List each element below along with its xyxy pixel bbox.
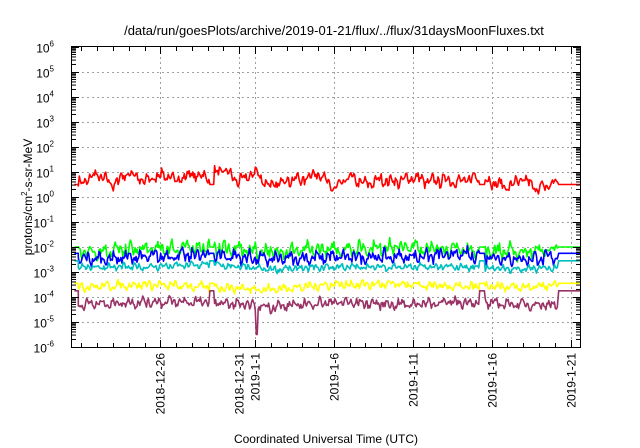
y-tick-label: 103: [36, 115, 54, 131]
y-tick-base: 10: [36, 42, 50, 56]
series-line: [74, 290, 580, 336]
y-tick-base: 10: [36, 67, 50, 81]
y-tick-label: 10-2: [34, 240, 55, 256]
y-tick-exponent: -1: [47, 215, 55, 224]
y-tick-base: 10: [34, 267, 48, 281]
x-tick-label: 2018-12-31: [233, 353, 247, 415]
y-axis-label: protons/cm2-s-sr-MeV: [20, 139, 35, 255]
y-tick-label: 105: [36, 65, 54, 81]
y-axis-label-sup: 2: [20, 191, 29, 196]
x-tick-label: 2019-1-11: [407, 353, 421, 407]
plot-frame: [71, 46, 581, 348]
y-tick-label: 10-5: [34, 315, 55, 331]
y-tick-exponent: 6: [50, 40, 55, 49]
y-tick-exponent: -3: [47, 265, 55, 274]
y-tick-base: 10: [36, 167, 50, 181]
y-tick-label: 10-1: [34, 215, 55, 231]
series-line: [74, 245, 580, 268]
series-line: [74, 278, 580, 295]
y-tick-base: 10: [34, 242, 48, 256]
x-tick-label: 2019-1-1: [249, 353, 263, 401]
y-tick-base: 10: [34, 342, 48, 356]
y-tick-exponent: -2: [47, 240, 55, 249]
y-tick-exponent: 2: [50, 140, 55, 149]
y-tick-exponent: 3: [50, 115, 55, 124]
y-tick-base: 10: [36, 192, 50, 206]
y-tick-label: 10-4: [34, 290, 55, 306]
series-line: [74, 260, 580, 275]
y-tick-label: 104: [36, 90, 54, 106]
y-tick-label: 102: [36, 140, 54, 156]
y-tick-label: 10-3: [34, 265, 55, 281]
x-tick-label: 2019-1-6: [328, 353, 342, 401]
y-tick-exponent: 0: [50, 190, 55, 199]
y-tick-label: 10-6: [34, 340, 55, 356]
y-tick-label: 101: [36, 165, 54, 181]
y-axis: 10-610-510-410-310-210-11001011021031041…: [34, 40, 580, 356]
y-axis-label-main: protons/cm: [21, 196, 35, 255]
y-tick-exponent: 5: [50, 65, 55, 74]
x-axis: 2018-12-26 2018-12-31 2019-1-1 2019-1-6 2019…: [81, 47, 579, 415]
y-tick-exponent: 4: [50, 90, 55, 99]
y-tick-exponent: -6: [47, 340, 55, 349]
grid: [72, 47, 580, 347]
y-tick-label: 106: [36, 40, 54, 56]
y-tick-exponent: 1: [50, 165, 55, 174]
y-tick-base: 10: [36, 117, 50, 131]
y-tick-base: 10: [34, 217, 48, 231]
x-tick-label: 2019-1-16: [486, 353, 500, 408]
y-tick-base: 10: [36, 142, 50, 156]
y-tick-exponent: -4: [47, 290, 55, 299]
chart-title: /data/run/goesPlots/archive/2019-01-21/f…: [124, 23, 544, 38]
x-axis-label: Coordinated Universal Time (UTC): [234, 432, 418, 446]
series-group: [74, 164, 580, 336]
y-tick-base: 10: [36, 92, 50, 106]
y-tick-base: 10: [34, 317, 48, 331]
x-tick-label: 2019-1-21: [565, 353, 579, 408]
y-tick-base: 10: [34, 292, 48, 306]
y-tick-exponent: -5: [47, 315, 55, 324]
y-axis-label-rest: -s-sr-MeV: [21, 139, 35, 192]
series-line: [74, 164, 580, 195]
y-tick-label: 100: [36, 190, 54, 206]
x-tick-label: 2018-12-26: [154, 353, 168, 415]
